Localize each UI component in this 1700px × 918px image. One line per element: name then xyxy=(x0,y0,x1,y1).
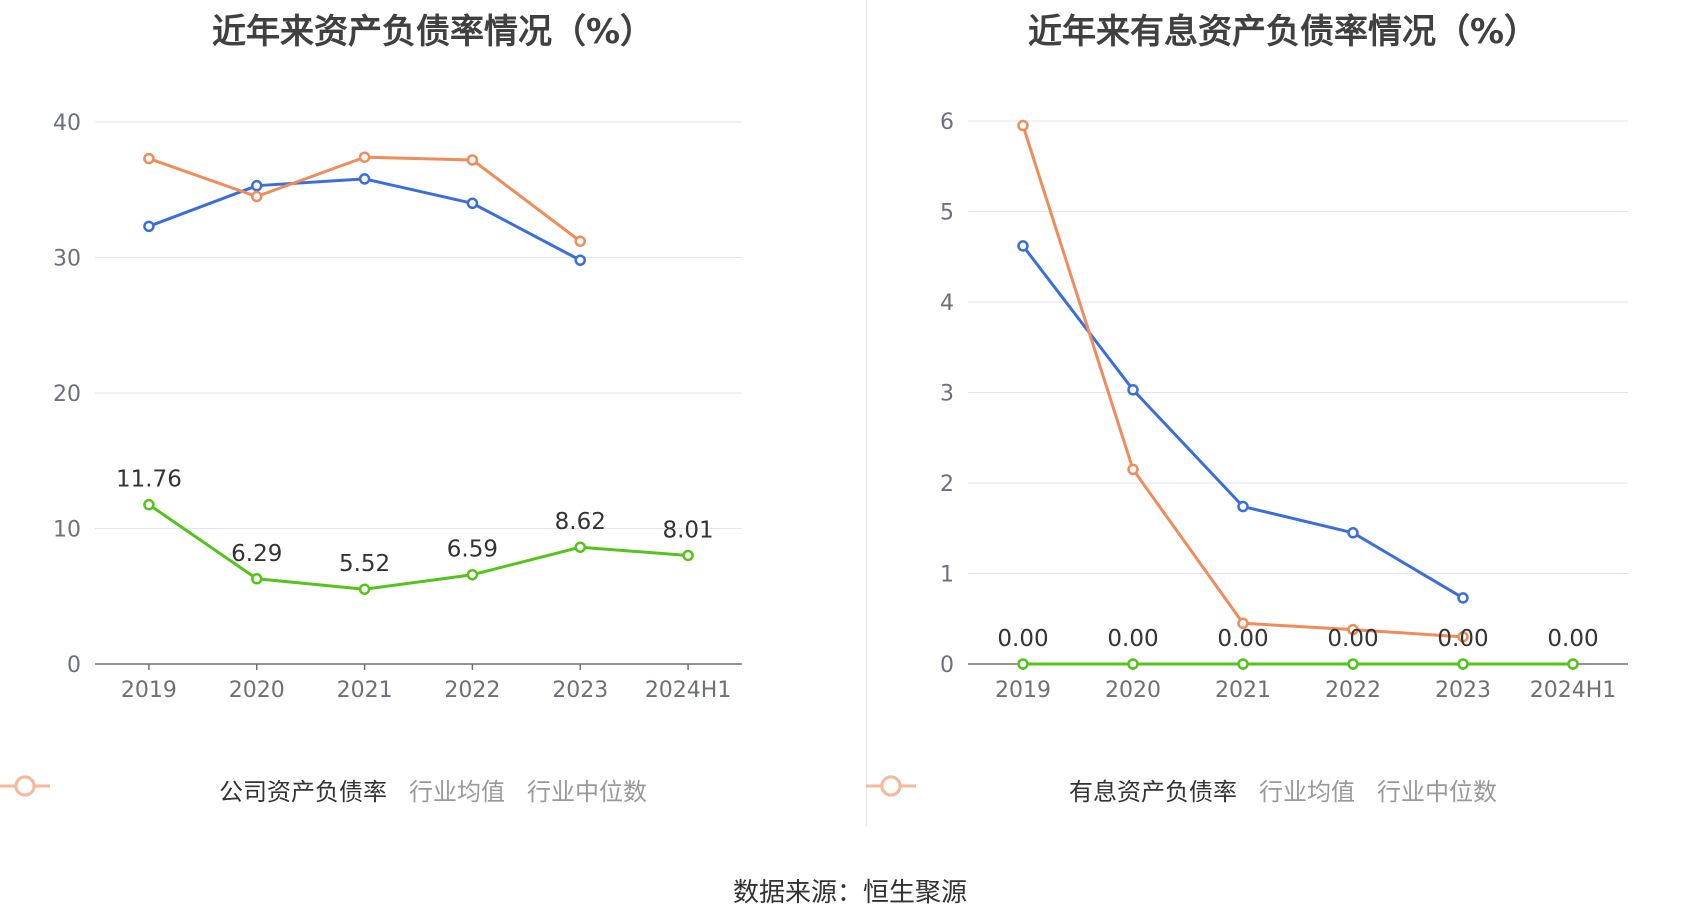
data-point xyxy=(1457,592,1469,604)
x-tick-label: 2021 xyxy=(337,678,393,703)
chart-right: 近年来有息资产负债率情况（%） 0 1 2 3 4 5 6 2019 2020 2021 2022 2… xyxy=(866,0,1700,820)
series-line xyxy=(148,503,689,591)
legend-item[interactable]: 行业均值 xyxy=(866,772,1355,807)
legend-item[interactable]: 行业均值 xyxy=(0,772,505,807)
y-tick-label: 5 xyxy=(940,201,954,226)
panel-divider xyxy=(866,0,867,826)
data-label: 0.00 xyxy=(997,626,1048,652)
data-label: 6.29 xyxy=(231,541,282,567)
data-label: 0.00 xyxy=(1547,626,1598,652)
y-tick-label: 30 xyxy=(53,247,81,272)
data-point xyxy=(682,549,694,562)
data-point xyxy=(1127,463,1139,476)
legend-item[interactable]: 行业中位数 xyxy=(866,772,1497,807)
legend-item[interactable]: 公司资产负债率 xyxy=(0,772,387,807)
legend-item[interactable]: 有息资产负债率 xyxy=(866,772,1237,807)
y-tick-label: 40 xyxy=(53,111,81,136)
data-point xyxy=(358,583,371,595)
data-point xyxy=(1017,240,1029,252)
legend-item[interactable]: 行业中位数 xyxy=(0,772,647,807)
x-tick-label: 2019 xyxy=(121,678,177,703)
data-label: 0.00 xyxy=(1107,626,1158,652)
legend-label: 有息资产负债率 xyxy=(1069,778,1237,806)
data-point xyxy=(1347,623,1359,636)
data-point xyxy=(574,254,586,266)
x-tick-label: 2022 xyxy=(1325,678,1381,703)
data-point xyxy=(1347,658,1359,670)
legend-label: 公司资产负债率 xyxy=(219,778,387,806)
data-point xyxy=(574,541,586,553)
legend-marker-icon xyxy=(0,775,50,797)
data-point xyxy=(1237,658,1249,670)
data-label: 0.00 xyxy=(1327,626,1378,652)
data-point xyxy=(251,179,263,192)
chart-title: 近年来有息资产负债率情况（%） xyxy=(1027,12,1539,52)
legend-label: 行业均值 xyxy=(1259,778,1355,806)
y-tick-label: 6 xyxy=(940,110,954,135)
y-tick-label: 0 xyxy=(67,653,81,678)
data-point xyxy=(1237,617,1249,630)
data-point xyxy=(1017,119,1029,132)
x-tick-label: 2023 xyxy=(1435,678,1491,703)
y-tick-label: 0 xyxy=(940,653,954,678)
data-point xyxy=(358,173,371,185)
legend-marker-icon xyxy=(866,775,916,797)
x-tick-label: 2024H1 xyxy=(645,678,732,703)
x-tick-label: 2020 xyxy=(229,678,285,703)
chart-legend: 公司资产负债率 行业均值 行业中位数 xyxy=(0,772,866,807)
data-label: 8.62 xyxy=(555,509,606,535)
data-point xyxy=(143,498,155,511)
legend-label: 行业均值 xyxy=(409,778,505,806)
data-label: 5.52 xyxy=(339,551,390,577)
data-point xyxy=(466,197,479,210)
y-tick-label: 20 xyxy=(53,382,81,407)
data-point xyxy=(1127,384,1139,396)
data-point xyxy=(466,568,479,581)
x-tick-label: 2024H1 xyxy=(1530,678,1617,703)
data-source-note: 数据来源：恒生聚源 xyxy=(732,878,967,908)
y-tick-label: 4 xyxy=(940,291,954,316)
data-label: 0.00 xyxy=(1437,626,1488,652)
x-tick-label: 2023 xyxy=(552,678,608,703)
y-tick-label: 2 xyxy=(940,472,954,497)
data-point xyxy=(251,190,263,203)
x-tick-label: 2019 xyxy=(995,678,1051,703)
x-tick-label: 2020 xyxy=(1105,678,1161,703)
x-tick-label: 2022 xyxy=(444,678,500,703)
series-line xyxy=(148,155,582,243)
data-point xyxy=(358,151,371,163)
data-point xyxy=(1237,500,1249,513)
data-point xyxy=(1457,658,1469,670)
data-point xyxy=(251,573,263,585)
series-line xyxy=(1021,244,1464,600)
chart-plot-area: 0 10 20 30 40 2019 2020 2021 2022 2023 2024H1 11.76… xyxy=(53,111,742,703)
data-point xyxy=(143,220,155,233)
chart-legend: 有息资产负债率 行业均值 行业中位数 xyxy=(866,772,1700,807)
chart-left: 近年来资产负债率情况（%） 0 10 20 30 40 2019 2020 2021 2022 2… xyxy=(0,0,866,820)
legend-label: 行业中位数 xyxy=(1377,778,1497,806)
data-label: 11.76 xyxy=(116,467,182,493)
data-point xyxy=(1457,631,1469,643)
chart-plot-area: 0 1 2 3 4 5 6 2019 2020 2021 2022 2023 2024H1 0.00 0.0… xyxy=(940,110,1628,703)
y-tick-label: 10 xyxy=(53,518,81,543)
chart-title: 近年来资产负债率情况（%） xyxy=(211,12,655,52)
data-point xyxy=(1567,658,1579,670)
data-point xyxy=(574,235,586,247)
y-tick-label: 3 xyxy=(940,382,954,407)
data-point xyxy=(1127,658,1139,670)
x-tick-label: 2021 xyxy=(1215,678,1271,703)
data-label: 6.59 xyxy=(447,537,498,563)
data-label: 8.01 xyxy=(662,517,713,543)
data-point xyxy=(143,152,155,165)
data-point xyxy=(1347,527,1359,539)
legend-label: 行业中位数 xyxy=(527,778,647,806)
data-label: 0.00 xyxy=(1217,626,1268,652)
y-tick-label: 1 xyxy=(940,563,954,588)
data-point xyxy=(466,154,479,166)
data-point xyxy=(1017,658,1029,670)
